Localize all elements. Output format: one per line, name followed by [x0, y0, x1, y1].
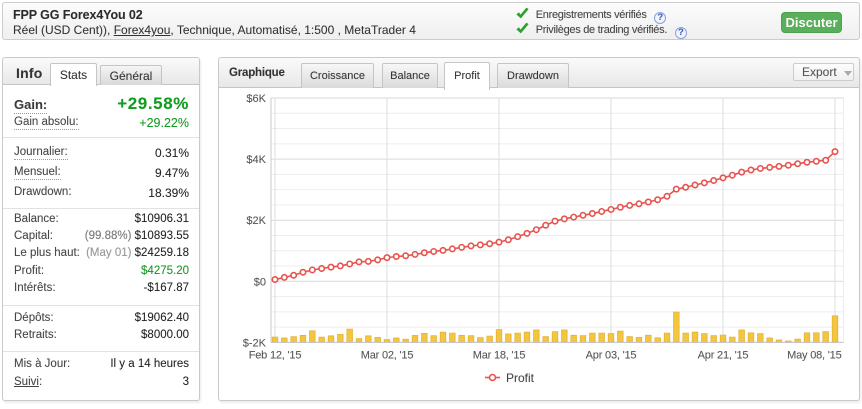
svg-text:Apr 03, '15: Apr 03, '15 [586, 349, 637, 361]
svg-text:$6K: $6K [246, 93, 266, 105]
svg-text:May 08, '15: May 08, '15 [787, 349, 841, 361]
svg-text:Mar 18, '15: Mar 18, '15 [473, 349, 526, 361]
svg-text:Profit: Profit [506, 371, 535, 385]
svg-text:Feb 12, '15: Feb 12, '15 [249, 349, 302, 361]
svg-text:Apr 21, '15: Apr 21, '15 [698, 349, 749, 361]
svg-text:$-2K: $-2K [243, 337, 267, 349]
svg-text:Mar 02, '15: Mar 02, '15 [361, 349, 414, 361]
svg-text:$4K: $4K [246, 154, 266, 166]
svg-text:$2K: $2K [246, 215, 266, 227]
svg-text:$0: $0 [254, 276, 266, 288]
